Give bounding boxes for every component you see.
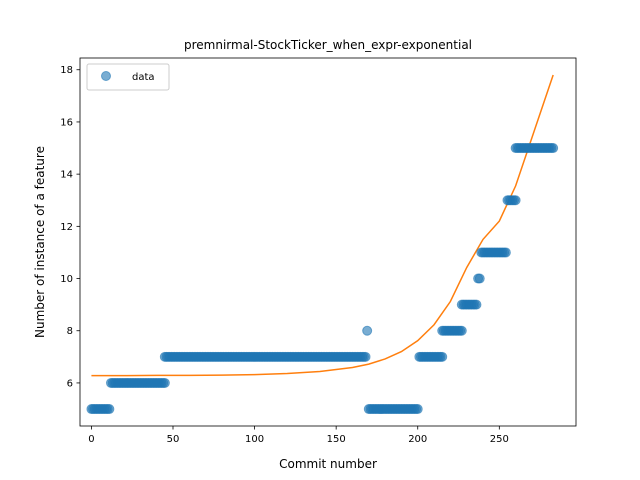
data-point — [474, 273, 485, 284]
y-tick-label: 18 — [60, 65, 73, 76]
chart-title: premnirmal-StockTicker_when_expr-exponen… — [184, 38, 472, 52]
data-point — [548, 143, 559, 154]
data-point — [456, 325, 467, 336]
x-tick-label: 0 — [88, 434, 94, 445]
points-layer — [86, 143, 559, 415]
axes-layer: 0 50 100 150 200 250 6 8 10 12 14 16 18 — [60, 57, 577, 445]
x-tick-label: 100 — [245, 434, 264, 445]
x-tick-label: 200 — [408, 434, 427, 445]
data-point — [437, 351, 448, 362]
x-tick-label: 150 — [327, 434, 346, 445]
y-tick-label: 12 — [60, 222, 73, 233]
data-point — [500, 247, 511, 258]
fit-line — [91, 74, 554, 377]
data-point — [471, 299, 482, 310]
y-tick-label: 14 — [60, 170, 73, 181]
data-point — [360, 351, 371, 362]
y-tick-label: 6 — [67, 378, 73, 389]
x-tick-label: 250 — [490, 434, 509, 445]
data-point — [362, 325, 373, 336]
y-axis-label: Number of instance of a feature — [33, 146, 47, 338]
legend-box — [86, 63, 170, 91]
fit-layer — [91, 74, 554, 377]
data-point — [104, 404, 115, 415]
y-tick-label: 10 — [60, 274, 73, 285]
x-axis-label: Commit number — [279, 457, 377, 471]
legend-marker — [101, 71, 111, 81]
y-tick-label: 8 — [67, 326, 73, 337]
x-tick-label: 50 — [167, 434, 180, 445]
plot-frame — [79, 57, 577, 427]
data-point — [510, 195, 521, 206]
legend-label-data: data — [132, 72, 155, 83]
data-point — [159, 377, 170, 388]
y-tick-label: 16 — [60, 117, 73, 128]
legend: data — [86, 63, 170, 91]
data-point — [412, 404, 423, 415]
